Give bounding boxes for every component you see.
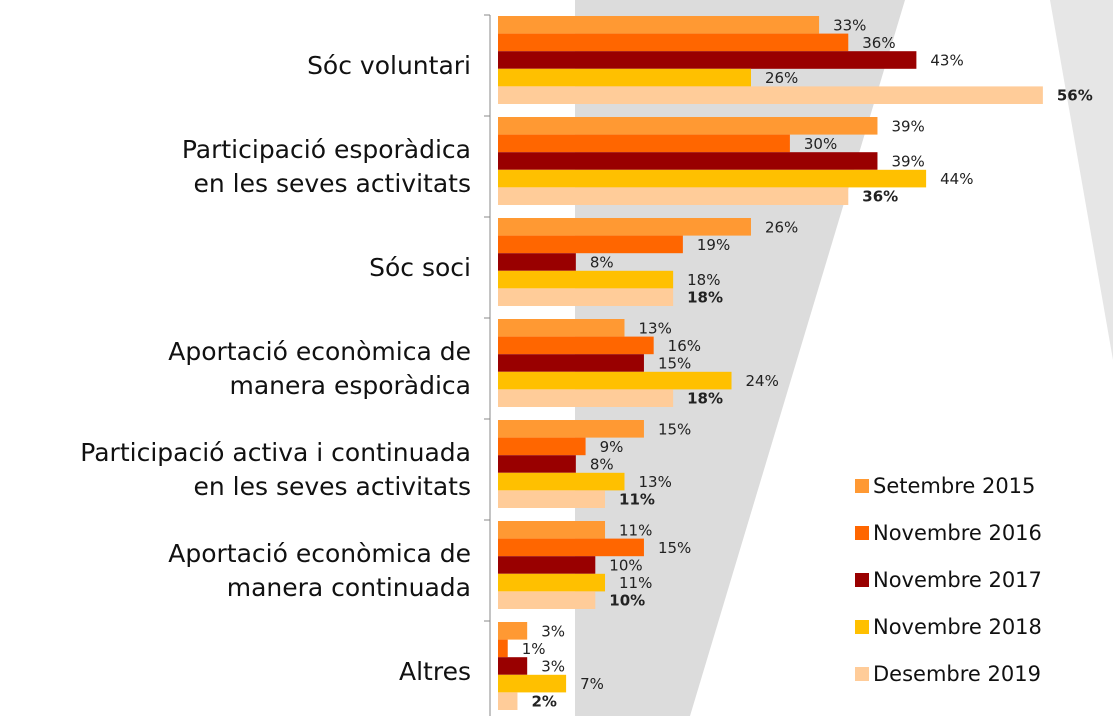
category-label: Aportació econòmica de manera continuada [168, 538, 471, 602]
value-label: 7% [580, 675, 604, 693]
legend-swatch [855, 620, 869, 634]
value-label: 44% [940, 170, 973, 188]
legend-label: Novembre 2018 [873, 615, 1042, 639]
value-label: 3% [541, 658, 565, 676]
value-label: 15% [658, 539, 691, 557]
value-label: 26% [765, 69, 798, 87]
category-label: Aportació econòmica de manera esporàdica [168, 336, 471, 400]
bar [498, 270, 674, 289]
legend-swatch [855, 526, 869, 540]
bar [498, 152, 878, 170]
bar [498, 33, 849, 52]
value-label: 16% [668, 337, 701, 355]
value-label: 8% [590, 456, 614, 474]
bar [498, 169, 927, 188]
bar [498, 455, 576, 473]
value-label: 36% [862, 188, 898, 206]
value-label: 8% [590, 254, 614, 272]
watermark [1050, 0, 1113, 360]
bar [498, 354, 644, 372]
bar [498, 622, 528, 640]
bar [498, 68, 751, 87]
bar [498, 319, 625, 337]
legend-swatch [855, 667, 869, 681]
bar [498, 86, 1043, 104]
bar [498, 674, 567, 693]
bar [498, 134, 790, 153]
bar [498, 117, 878, 135]
value-label: 15% [658, 355, 691, 373]
bar [498, 639, 508, 658]
value-label: 18% [687, 390, 723, 408]
category-label: Participació esporàdica en les seves act… [181, 134, 471, 198]
value-label: 11% [619, 574, 652, 592]
value-label: 1% [522, 640, 546, 658]
bar [498, 556, 596, 574]
value-label: 19% [697, 236, 730, 254]
category-label: Sóc soci [369, 252, 471, 282]
bar [498, 573, 606, 592]
legend-label: Setembre 2015 [873, 474, 1035, 498]
value-label: 9% [600, 438, 624, 456]
legend-label: Novembre 2016 [873, 521, 1042, 545]
category-label: Participació activa i continuada en les … [80, 437, 471, 501]
category-label: Altres [399, 656, 471, 686]
value-label: 2% [531, 693, 556, 711]
value-label: 10% [609, 592, 645, 610]
bar [498, 490, 606, 508]
legend-label: Novembre 2017 [873, 568, 1042, 592]
value-label: 39% [891, 153, 924, 171]
value-label: 13% [638, 473, 671, 491]
value-label: 36% [862, 34, 895, 52]
value-label: 11% [619, 521, 652, 539]
value-label: 39% [891, 117, 924, 135]
bar [498, 692, 518, 710]
bar [498, 336, 654, 355]
bar [498, 253, 576, 271]
value-label: 18% [687, 289, 723, 307]
bar [498, 538, 644, 557]
bar [498, 16, 820, 34]
value-label: 24% [746, 372, 779, 390]
bar [498, 218, 751, 236]
bar [498, 521, 606, 539]
bar [498, 420, 644, 438]
value-label: 3% [541, 622, 565, 640]
legend-swatch [855, 479, 869, 493]
bar [498, 472, 625, 491]
value-label: 18% [687, 271, 720, 289]
bar [498, 591, 596, 609]
bar [498, 389, 674, 407]
legend-label: Desembre 2019 [873, 662, 1041, 686]
value-label: 13% [638, 319, 671, 337]
value-label: 43% [930, 52, 963, 70]
value-label: 26% [765, 218, 798, 236]
value-label: 15% [658, 420, 691, 438]
value-label: 30% [804, 135, 837, 153]
bar [498, 187, 849, 205]
category-label: Sóc voluntari [307, 50, 471, 80]
bar [498, 371, 732, 390]
bar [498, 288, 674, 306]
value-label: 56% [1057, 87, 1093, 105]
value-label: 11% [619, 491, 655, 509]
value-label: 33% [833, 16, 866, 34]
value-label: 10% [609, 557, 642, 575]
bar [498, 657, 528, 675]
bar [498, 51, 917, 69]
legend-swatch [855, 573, 869, 587]
bar [498, 437, 586, 456]
bar [498, 235, 683, 254]
